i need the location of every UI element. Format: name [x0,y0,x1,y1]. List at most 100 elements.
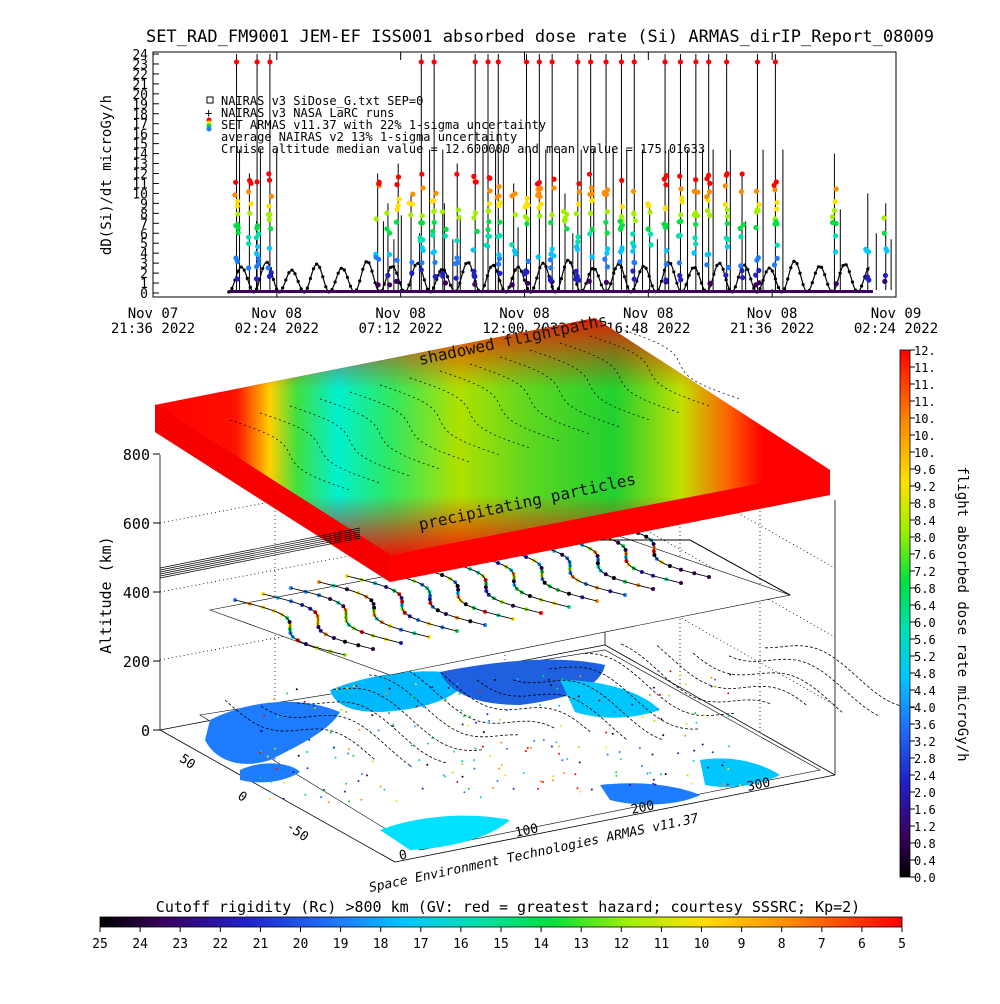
ground-point [686,774,689,777]
y-tick-label: 1 [140,277,148,292]
ground-point [660,773,663,776]
colorbar-tick-label: 9.6 [914,463,936,477]
mid-track [318,581,430,638]
slab-stripe-lines [154,404,391,580]
colorbar-tick-label: 10. [914,429,936,443]
spike-point [706,251,712,257]
ground-point [461,775,464,778]
rigidity-tick-label: 12 [613,937,629,952]
x-tick-label: Nov 08 [375,306,426,322]
spike-point [375,282,381,288]
colorbar-tick-label: 2.0 [914,786,936,800]
ground-point [383,788,386,791]
spike-point [548,220,554,226]
ground-point [668,694,670,697]
y-tick-label: 18 [132,108,148,123]
spike-point [632,260,638,266]
ground-point [377,729,380,732]
ground-point [615,774,618,777]
spike-point [756,267,762,274]
spike-point [602,191,608,197]
colorbar-gradient [899,349,911,878]
y-tick-label: 12 [132,168,148,183]
altitude-tick-label: 0 [141,722,150,740]
ground-point [277,715,279,718]
spike-point [631,211,637,217]
ground-point [259,729,262,732]
spike-point [753,188,760,194]
spike-point [485,227,491,233]
spike-point [385,272,391,278]
ground-track [260,705,412,767]
spike-point [497,219,503,225]
side-track-stripes [159,527,791,596]
ground-point [357,780,360,782]
ground-point [347,752,350,755]
spike-point [738,263,744,269]
rigidity-tick-label: 6 [858,937,866,952]
ground-point [579,790,582,793]
spike-point [589,226,595,232]
colorbar-tick-label: 6.8 [914,582,936,596]
y-tick-label: 13 [132,158,148,173]
spike-point [725,264,732,271]
spike-point [472,210,478,216]
spike-point [604,264,611,270]
ground-point [474,747,477,750]
ground-point [486,713,489,716]
spike-point [470,247,476,253]
ground-track [765,645,916,709]
ground-point [713,685,716,688]
spike-point [773,219,779,225]
spike-point [551,176,557,182]
y-tick-label: 7 [140,217,148,232]
spike-point [662,59,668,65]
ground-point [270,780,273,783]
spike-point [753,224,759,231]
spike-point [549,59,555,65]
spike-point [429,198,435,204]
spike-point [691,188,697,194]
figure-title: SET_RAD_FM9001 JEM-EF ISS001 absorbed do… [146,27,934,47]
spike-point [442,233,448,239]
spike-point [630,240,636,246]
spike-point [645,226,651,232]
ground-point [313,706,316,709]
spike-point [754,59,761,65]
dose-rate-colorbar: 0.0 0.4 0.8 1.2 1.6 2.0 2.4 2.8 3.2 3.6 4.0 4.4 4.8 5… [899,344,970,885]
x-tick-label: Nov 08 [747,306,798,322]
spike-point [483,242,489,248]
spike-point [586,278,592,284]
spike-point [724,220,730,227]
ground-point [388,712,390,714]
ground-point [467,724,470,727]
spike-point [455,207,461,213]
x-tick-label: 07:12 2022 [359,321,443,337]
ground-point [263,714,266,717]
spike-point [409,270,415,276]
spike-point [456,215,462,221]
x-tick-label: 21:36 2022 [730,321,814,337]
ground-point [648,693,651,696]
ground-point [336,688,338,691]
slab-track [529,349,651,421]
spike-point [419,260,425,266]
ground-track [296,701,448,764]
ground-point [615,771,618,774]
spike-point [679,199,685,205]
ground-point [638,747,641,750]
ground-point [273,757,276,760]
spike-point [833,220,839,227]
slab-track [559,342,681,414]
ground-point [426,763,429,766]
ground-point [366,774,368,777]
ground-point [563,772,565,775]
y-axis-label: dD(Si)/dt microGy/h [99,95,115,255]
ground-track [728,655,880,717]
spike-point [753,272,759,278]
spike-point [408,212,414,218]
ground-point [654,783,657,786]
ground-point [605,746,608,749]
